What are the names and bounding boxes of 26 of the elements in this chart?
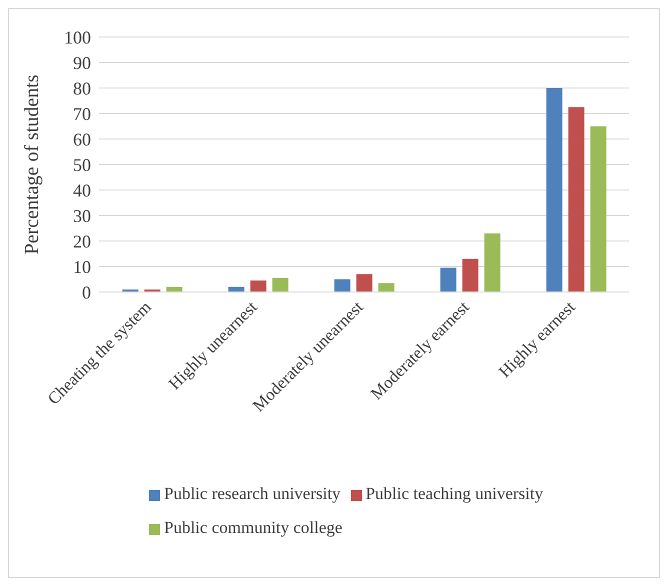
y-tick-label: 20 — [73, 231, 91, 252]
bar — [484, 233, 500, 292]
legend-label: Public research university — [164, 484, 341, 503]
y-tick-label: 60 — [73, 129, 91, 150]
bar — [250, 280, 266, 292]
bar — [356, 274, 372, 292]
legend-label: Public community college — [164, 518, 342, 537]
y-tick-label: 70 — [73, 104, 91, 124]
y-tick-label: 50 — [73, 154, 91, 175]
y-tick-label: 90 — [73, 52, 91, 73]
bar — [546, 88, 562, 292]
y-tick-label: 40 — [73, 180, 91, 200]
y-tick-label: 0 — [82, 282, 91, 302]
y-axis-title: Percentage of students — [21, 74, 44, 254]
bar — [440, 268, 456, 292]
bar — [568, 107, 584, 292]
bar — [334, 279, 350, 292]
y-tick-label: 100 — [64, 27, 91, 48]
bar — [590, 126, 606, 292]
legend-label: Public teaching university — [366, 484, 544, 503]
y-tick-label: 10 — [73, 256, 91, 277]
bar — [462, 258, 478, 292]
y-tick-label: 80 — [73, 78, 91, 98]
bar — [272, 278, 288, 292]
y-tick-label: 30 — [73, 206, 91, 226]
bar — [378, 283, 394, 292]
